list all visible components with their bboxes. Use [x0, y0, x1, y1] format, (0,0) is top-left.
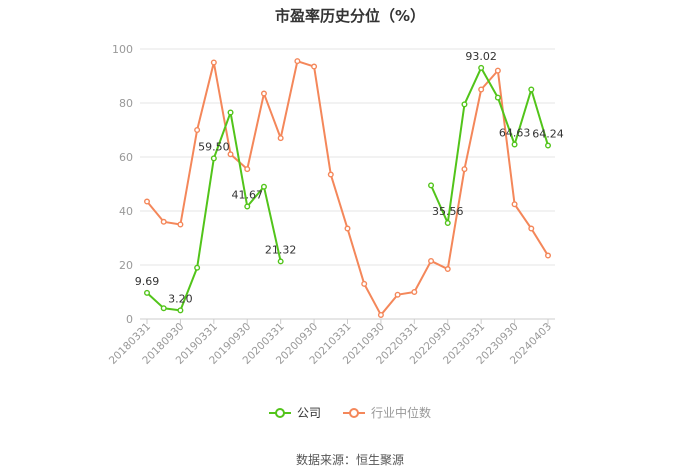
- series-line: [146, 60, 549, 316]
- data-point: [260, 90, 267, 97]
- data-point: [511, 201, 518, 208]
- data-point: [344, 225, 351, 232]
- data-point: [511, 141, 518, 148]
- data-point: [277, 135, 284, 142]
- data-point: [227, 151, 234, 158]
- data-point: [160, 305, 167, 312]
- data-point: [260, 183, 267, 190]
- data-point: [377, 311, 384, 318]
- legend-item-company[interactable]: 公司: [268, 404, 321, 421]
- data-point: [444, 266, 451, 273]
- data-point: [143, 198, 150, 205]
- data-point: [494, 67, 501, 74]
- data-point: [244, 166, 251, 173]
- data-point: [194, 126, 201, 133]
- data-point: [528, 225, 535, 232]
- data-label: 21.32: [265, 243, 297, 256]
- data-label: 3.20: [168, 292, 193, 305]
- x-axis: 2018033120180930201903312019093020200331…: [107, 319, 554, 367]
- data-point: [327, 171, 334, 178]
- legend-swatch-industry-median: [343, 407, 365, 418]
- legend-swatch-company: [268, 407, 291, 418]
- data-source: 数据来源：恒生聚源: [295, 453, 404, 467]
- legend-label-industry-median: 行业中位数: [371, 406, 432, 420]
- y-tick-label: 100: [112, 43, 133, 56]
- data-point: [277, 258, 284, 265]
- data-label: 64.63: [499, 126, 531, 139]
- chart-title: 市盈率历史分位（%）: [274, 7, 426, 25]
- data-point: [545, 142, 552, 149]
- data-point: [444, 219, 451, 226]
- data-point: [461, 101, 468, 108]
- legend: 公司 行业中位数: [0, 404, 700, 421]
- data-point: [210, 155, 217, 162]
- data-label: 9.69: [135, 275, 160, 288]
- data-point: [194, 264, 201, 271]
- series-lines: [143, 58, 552, 318]
- y-tick-label: 80: [119, 97, 133, 110]
- data-label: 35.56: [432, 205, 464, 218]
- legend-label-company: 公司: [296, 406, 321, 420]
- data-label: 93.02: [465, 50, 497, 63]
- data-label: 59.50: [198, 140, 230, 153]
- data-labels: 9.69 3.20 59.50 41.67 21.32 35.56 93.02 64.63 64…: [135, 50, 564, 306]
- y-tick-label: 60: [119, 151, 133, 164]
- series-company: [143, 64, 552, 314]
- data-point: [177, 307, 184, 314]
- data-point: [143, 289, 150, 296]
- y-axis-tick-labels: 0 20 40 60 80 100: [112, 43, 133, 326]
- data-point: [311, 63, 318, 70]
- data-point: [461, 166, 468, 173]
- data-point: [428, 182, 435, 189]
- data-point: [177, 221, 184, 228]
- data-point: [428, 257, 435, 264]
- data-point: [210, 59, 217, 66]
- data-point: [494, 94, 501, 101]
- y-tick-label: 40: [119, 205, 133, 218]
- y-tick-label: 0: [126, 313, 133, 326]
- data-point: [411, 289, 418, 296]
- data-point: [294, 58, 301, 65]
- data-point: [361, 280, 368, 287]
- series-line: [430, 66, 549, 224]
- data-point: [528, 86, 535, 93]
- data-point: [545, 252, 552, 259]
- legend-item-industry-median[interactable]: 行业中位数: [343, 404, 431, 421]
- data-label: 64.24: [532, 128, 564, 141]
- data-point: [478, 86, 485, 93]
- data-label: 41.67: [232, 188, 264, 201]
- series-industry-median: [143, 58, 552, 318]
- data-point: [227, 109, 234, 116]
- data-point: [478, 64, 485, 71]
- data-point: [394, 291, 401, 298]
- y-tick-label: 20: [119, 259, 133, 272]
- data-point: [160, 218, 167, 225]
- data-point: [244, 203, 251, 210]
